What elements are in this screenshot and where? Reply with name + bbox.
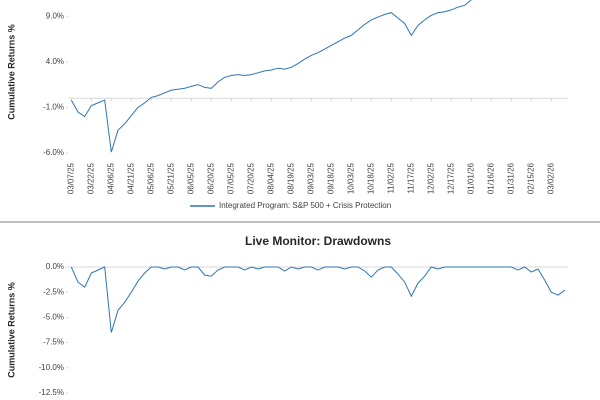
x-tick-label: 04/06/25 — [106, 162, 115, 194]
data-line — [70, 266, 565, 333]
chart-title: Live Monitor: Drawdowns — [245, 234, 391, 248]
x-tick-label: 03/07/25 — [66, 162, 75, 194]
x-tick-label: 09/18/25 — [326, 162, 335, 194]
x-tick-label: 03/22/25 — [86, 162, 95, 194]
y-tick-label: 0.0% — [46, 262, 64, 271]
x-tick-label: 10/03/25 — [346, 162, 355, 194]
y-tick-label: -6.0% — [43, 148, 64, 157]
x-tick-label: 04/21/25 — [126, 162, 135, 194]
y-tick-label: -1.0% — [43, 103, 64, 112]
x-tick-label: 05/06/25 — [146, 162, 155, 194]
x-tick-label: 06/20/25 — [206, 162, 215, 194]
y-axis-title: Cumulative Returns % — [6, 282, 16, 378]
x-tick-label: 09/03/25 — [306, 162, 315, 194]
y-tick-label: -7.5% — [43, 338, 64, 347]
x-tick-label: 05/21/25 — [166, 162, 175, 194]
data-line — [70, 0, 472, 153]
y-tick-label: -5.0% — [43, 313, 64, 322]
y-tick-label: 4.0% — [46, 57, 64, 66]
y-tick-label: -10.0% — [39, 363, 64, 372]
y-axis-title: Cumulative Returns % — [6, 24, 16, 120]
x-tick-label: 12/02/25 — [426, 162, 435, 194]
y-tick-label: 9.0% — [46, 11, 64, 20]
y-tick-label: -2.5% — [43, 287, 64, 296]
y-tick-label: -12.5% — [39, 388, 64, 397]
legend-label: Integrated Program: S&P 500 + Crisis Pro… — [219, 201, 391, 210]
x-tick-label: 10/18/25 — [366, 162, 375, 194]
x-tick-label: 02/15/26 — [526, 162, 535, 194]
x-tick-label: 07/20/25 — [246, 162, 255, 194]
x-tick-label: 06/05/25 — [186, 162, 195, 194]
x-tick-label: 11/02/25 — [386, 162, 395, 193]
x-tick-label: 01/01/26 — [466, 162, 475, 194]
x-tick-label: 08/19/25 — [286, 162, 295, 194]
x-tick-label: 03/02/26 — [546, 162, 555, 194]
x-tick-label: 01/16/26 — [486, 162, 495, 194]
x-tick-label: 11/17/25 — [406, 162, 415, 193]
x-tick-label: 07/05/25 — [226, 162, 235, 194]
x-tick-label: 12/17/25 — [446, 162, 455, 194]
x-tick-label: 01/31/26 — [506, 162, 515, 194]
x-tick-label: 08/04/25 — [266, 162, 275, 194]
